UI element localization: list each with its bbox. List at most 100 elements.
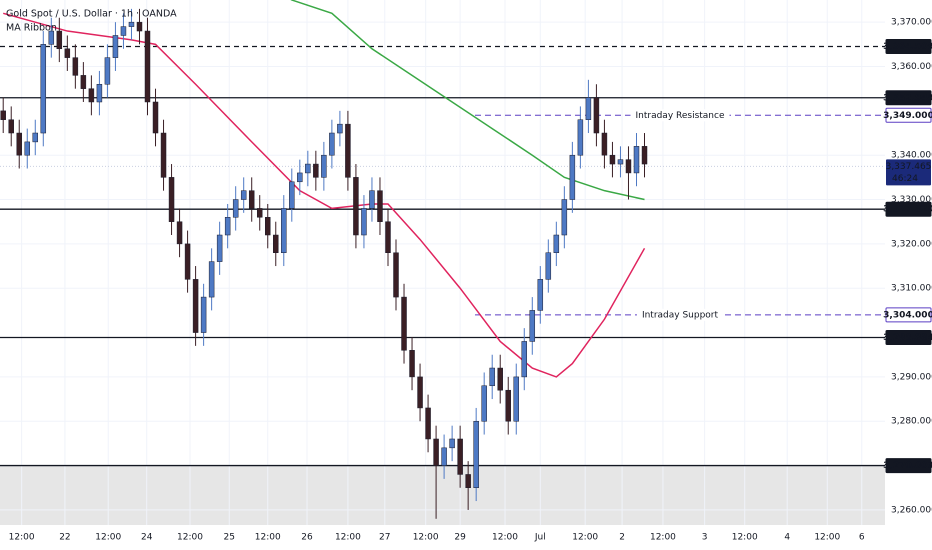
x-tick-label: 12:00 bbox=[732, 533, 758, 543]
candle-body bbox=[104, 57, 111, 85]
level-price-label: 3,327.820 bbox=[883, 205, 932, 215]
y-tick-label: 3,290.000 bbox=[891, 372, 932, 382]
candle-body bbox=[72, 57, 79, 76]
level-price-box bbox=[885, 39, 932, 55]
candle-body bbox=[152, 101, 159, 134]
y-tick-label: 3,370.000 bbox=[891, 18, 932, 28]
candle-body bbox=[80, 75, 87, 89]
x-tick-label: 12:00 bbox=[95, 533, 121, 543]
y-tick-label: 3,360.000 bbox=[891, 62, 932, 72]
level-price-label: 3,349.000 bbox=[883, 111, 932, 121]
candle-body bbox=[88, 88, 95, 103]
candle-body bbox=[401, 296, 407, 351]
x-tick-label: 4 bbox=[784, 533, 790, 543]
countdown-label: 46:24 bbox=[892, 174, 918, 184]
candle-body bbox=[273, 234, 279, 253]
candle-body bbox=[168, 177, 175, 222]
x-tick-label: Jul bbox=[534, 533, 546, 543]
candle-body bbox=[337, 123, 343, 134]
candle-body bbox=[513, 376, 519, 422]
level-price-label: 3,304.000 bbox=[883, 310, 932, 320]
candle-body bbox=[297, 172, 303, 183]
candle-body bbox=[417, 376, 423, 409]
candle-body bbox=[305, 163, 311, 174]
candle-body bbox=[625, 159, 632, 174]
candle-body bbox=[577, 119, 584, 156]
x-tick-label: 12:00 bbox=[814, 533, 840, 543]
candle-body bbox=[521, 341, 528, 378]
candle-body bbox=[329, 132, 335, 156]
candle-body bbox=[96, 83, 103, 103]
candle-body bbox=[48, 30, 55, 45]
candle-body bbox=[289, 181, 295, 209]
level-price-box bbox=[885, 107, 932, 123]
candle-body bbox=[176, 221, 183, 245]
candle-body bbox=[497, 367, 503, 391]
candle-body bbox=[545, 252, 552, 280]
candle-body bbox=[641, 146, 648, 165]
y-tick-label: 3,260.000 bbox=[891, 505, 932, 515]
candle-body bbox=[128, 21, 135, 27]
level-price-box bbox=[885, 90, 932, 106]
candle-body bbox=[433, 438, 439, 466]
candle-body bbox=[24, 141, 30, 156]
x-tick-label: 12:00 bbox=[572, 533, 598, 543]
y-tick-label: 3,340.000 bbox=[891, 151, 932, 161]
candle-body bbox=[56, 30, 63, 50]
moving-average bbox=[3, 12, 646, 378]
candle-body bbox=[369, 190, 375, 209]
x-tick-label: 12:00 bbox=[255, 533, 281, 543]
candle-body bbox=[569, 154, 576, 200]
candle-body bbox=[377, 190, 383, 222]
candle-body bbox=[40, 44, 47, 134]
candle-body bbox=[240, 190, 247, 200]
candle-body bbox=[441, 447, 447, 466]
candle-body bbox=[16, 132, 22, 156]
level-annotation: Intraday Resistance bbox=[635, 111, 724, 121]
candle-body bbox=[281, 208, 287, 253]
x-tick-label: 24 bbox=[141, 533, 153, 543]
candle-body bbox=[361, 208, 367, 236]
level-price-label: 3,298.884 bbox=[883, 333, 932, 343]
candle-body bbox=[449, 438, 455, 449]
candle-body bbox=[313, 163, 319, 178]
time-axis bbox=[0, 525, 885, 550]
candle-body bbox=[465, 474, 471, 489]
candle-body bbox=[529, 310, 536, 342]
candle-body bbox=[8, 119, 14, 134]
x-tick-label: 12:00 bbox=[650, 533, 676, 543]
candle-body bbox=[473, 420, 479, 489]
y-tick-label: 3,320.000 bbox=[891, 239, 932, 249]
y-tick-label: 3,330.000 bbox=[891, 195, 932, 205]
candle-body bbox=[321, 154, 327, 178]
level-price-box bbox=[885, 458, 932, 474]
candle-body bbox=[553, 234, 560, 253]
x-tick-label: 29 bbox=[454, 533, 466, 543]
candle-body bbox=[393, 252, 399, 298]
candle-body bbox=[481, 385, 487, 422]
candle-body bbox=[144, 30, 151, 103]
level-price-label: 3,270.003 bbox=[883, 461, 932, 471]
candle-body bbox=[248, 190, 255, 209]
candle-body bbox=[353, 177, 359, 236]
candle-body bbox=[192, 279, 199, 333]
candle-body bbox=[216, 234, 223, 262]
x-tick-label: 3 bbox=[702, 533, 708, 543]
candle-body bbox=[232, 199, 239, 218]
x-tick-label: 26 bbox=[301, 533, 313, 543]
y-tick-label: 3,310.000 bbox=[891, 284, 932, 294]
current-price-box bbox=[886, 159, 931, 186]
level-price-label: 3,364.509 bbox=[883, 42, 932, 52]
indicator-label: MA Ribbon bbox=[6, 23, 57, 34]
level-annotation: Intraday Support bbox=[642, 310, 719, 320]
x-tick-label: 6 bbox=[859, 533, 865, 543]
x-tick-label: 12:00 bbox=[177, 533, 203, 543]
candle-body bbox=[224, 217, 231, 236]
candle-body bbox=[505, 389, 511, 422]
level-price-box bbox=[885, 330, 932, 346]
annotation-bg bbox=[636, 308, 724, 321]
x-tick-label: 22 bbox=[59, 533, 70, 543]
x-tick-label: 2 bbox=[619, 533, 625, 543]
candle-body bbox=[64, 48, 71, 58]
